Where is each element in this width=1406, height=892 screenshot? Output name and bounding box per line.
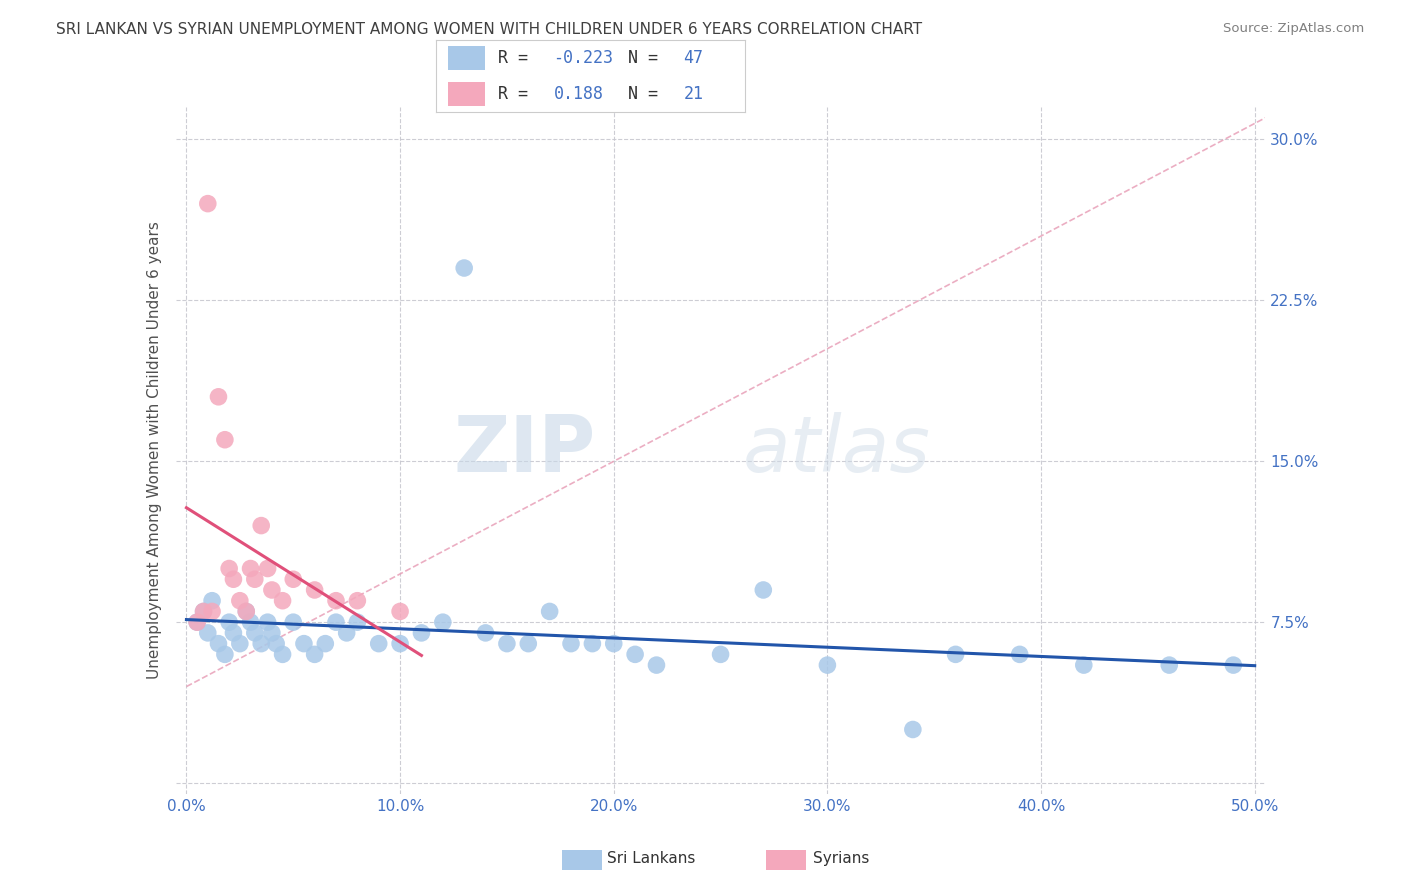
Point bbox=[260, 582, 283, 597]
Point bbox=[229, 637, 252, 651]
Text: Sri Lankans: Sri Lankans bbox=[607, 852, 696, 866]
Point bbox=[214, 433, 236, 447]
Point bbox=[603, 637, 626, 651]
Text: N =: N = bbox=[627, 85, 668, 103]
Point bbox=[201, 604, 224, 618]
Point bbox=[264, 637, 287, 651]
Point bbox=[283, 572, 305, 586]
Text: Syrians: Syrians bbox=[813, 852, 869, 866]
Point bbox=[346, 615, 368, 630]
Point bbox=[239, 561, 262, 575]
Point bbox=[292, 637, 315, 651]
Point bbox=[207, 390, 229, 404]
Point bbox=[314, 637, 336, 651]
Point bbox=[256, 561, 278, 575]
Text: atlas: atlas bbox=[742, 412, 931, 489]
Point bbox=[1159, 658, 1181, 673]
Point bbox=[243, 572, 266, 586]
Point bbox=[214, 648, 236, 662]
Point bbox=[235, 604, 257, 618]
Point bbox=[260, 626, 283, 640]
Point bbox=[710, 648, 733, 662]
Text: 47: 47 bbox=[683, 49, 703, 67]
Text: R =: R = bbox=[498, 85, 537, 103]
Point bbox=[325, 593, 347, 607]
Point bbox=[197, 626, 219, 640]
Point bbox=[186, 615, 208, 630]
Point bbox=[271, 648, 294, 662]
Point bbox=[193, 604, 215, 618]
Point bbox=[336, 626, 359, 640]
Point bbox=[517, 637, 540, 651]
Point bbox=[218, 561, 240, 575]
Point bbox=[235, 604, 257, 618]
Text: N =: N = bbox=[627, 49, 668, 67]
Point bbox=[389, 604, 412, 618]
Point bbox=[815, 658, 838, 673]
Point bbox=[250, 637, 273, 651]
Text: Source: ZipAtlas.com: Source: ZipAtlas.com bbox=[1223, 22, 1364, 36]
Point bbox=[256, 615, 278, 630]
Point bbox=[325, 615, 347, 630]
Y-axis label: Unemployment Among Women with Children Under 6 years: Unemployment Among Women with Children U… bbox=[146, 221, 162, 680]
Point bbox=[304, 648, 326, 662]
Point bbox=[901, 723, 924, 737]
Point bbox=[645, 658, 668, 673]
Point bbox=[624, 648, 647, 662]
Point bbox=[367, 637, 389, 651]
Point bbox=[186, 615, 208, 630]
Point bbox=[496, 637, 519, 651]
Point bbox=[197, 196, 219, 211]
Text: 0.188: 0.188 bbox=[554, 85, 603, 103]
Point bbox=[207, 637, 229, 651]
Point bbox=[193, 604, 215, 618]
Point bbox=[304, 582, 326, 597]
Point bbox=[1008, 648, 1031, 662]
Point bbox=[538, 604, 561, 618]
Point bbox=[474, 626, 496, 640]
Point bbox=[389, 637, 412, 651]
Point bbox=[283, 615, 305, 630]
Point bbox=[271, 593, 294, 607]
Text: -0.223: -0.223 bbox=[554, 49, 613, 67]
Point bbox=[346, 593, 368, 607]
Bar bbox=[449, 81, 485, 106]
Point bbox=[222, 572, 245, 586]
Point bbox=[432, 615, 454, 630]
Point bbox=[752, 582, 775, 597]
Point bbox=[411, 626, 433, 640]
Point bbox=[1073, 658, 1095, 673]
Text: ZIP: ZIP bbox=[453, 412, 595, 489]
Point bbox=[243, 626, 266, 640]
Point bbox=[239, 615, 262, 630]
Text: SRI LANKAN VS SYRIAN UNEMPLOYMENT AMONG WOMEN WITH CHILDREN UNDER 6 YEARS CORREL: SRI LANKAN VS SYRIAN UNEMPLOYMENT AMONG … bbox=[56, 22, 922, 37]
Point bbox=[581, 637, 603, 651]
Point bbox=[222, 626, 245, 640]
Point bbox=[453, 260, 475, 275]
Point bbox=[201, 593, 224, 607]
Text: R =: R = bbox=[498, 49, 537, 67]
Point bbox=[250, 518, 273, 533]
Point bbox=[1222, 658, 1244, 673]
Bar bbox=[449, 45, 485, 70]
Point bbox=[229, 593, 252, 607]
Point bbox=[945, 648, 967, 662]
Text: 21: 21 bbox=[683, 85, 703, 103]
Point bbox=[218, 615, 240, 630]
Point bbox=[560, 637, 582, 651]
